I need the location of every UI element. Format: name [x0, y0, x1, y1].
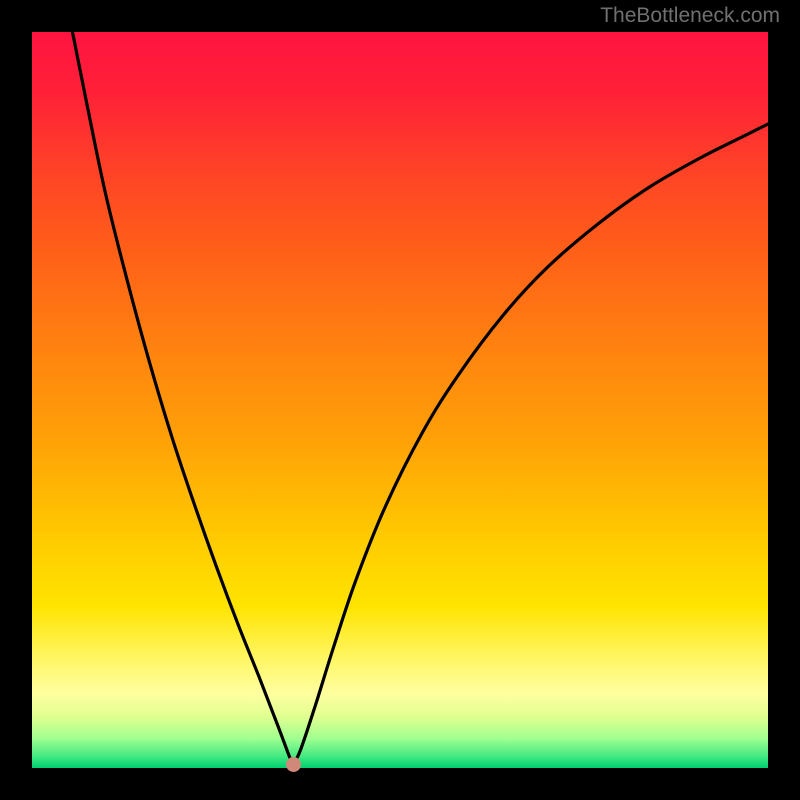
plot-area — [32, 32, 768, 768]
minimum-marker — [286, 757, 301, 772]
bottleneck-curve — [32, 32, 768, 768]
watermark-text: TheBottleneck.com — [600, 4, 780, 28]
